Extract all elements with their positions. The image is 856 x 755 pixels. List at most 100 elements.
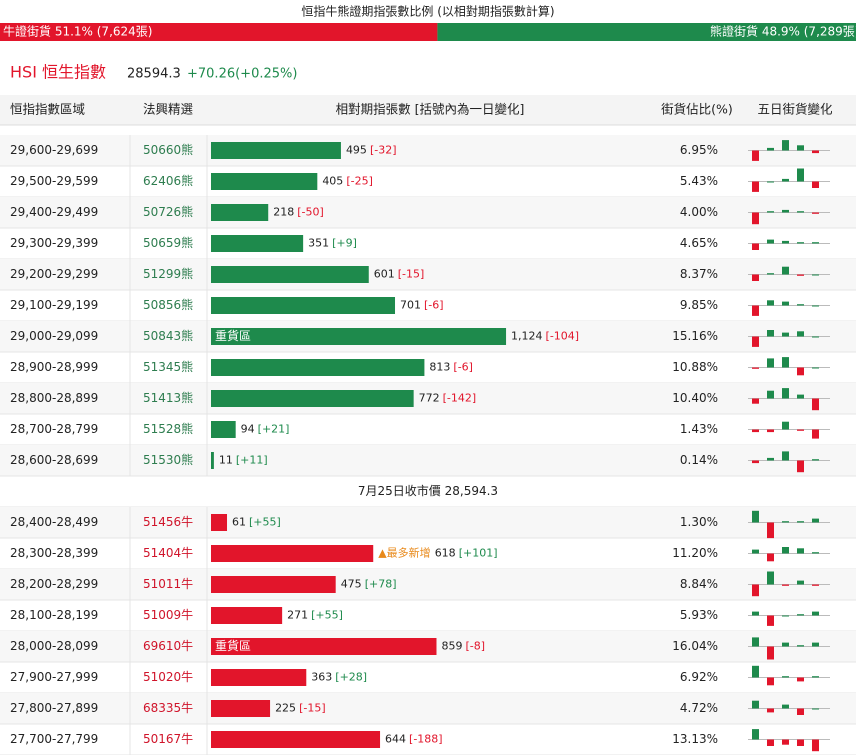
mini-bar <box>812 611 819 616</box>
count-bar <box>211 390 414 407</box>
index-price: 28594.3 <box>127 67 181 82</box>
change-label: [+11] <box>236 454 268 467</box>
mini-bar <box>812 552 819 554</box>
bar-note: 重貨區 <box>215 328 251 343</box>
share-pct: 13.13% <box>672 732 718 746</box>
mini-bar <box>767 553 774 562</box>
code: 51345熊 <box>143 359 193 374</box>
mini-bar <box>797 331 804 337</box>
ratio-title: 恒指牛熊證期指張數比例 (以相對期指張數計算) <box>301 4 554 19</box>
mini-bar <box>797 548 804 554</box>
share-pct: 9.85% <box>680 298 718 312</box>
change-label: [-50] <box>297 206 324 219</box>
share-pct: 1.30% <box>680 515 718 529</box>
mini-bar <box>797 211 804 213</box>
share-pct: 4.65% <box>680 236 718 250</box>
mini-bar <box>782 388 789 399</box>
mini-bar <box>752 181 759 192</box>
change-label: [-8] <box>465 640 485 653</box>
mini-bar <box>812 181 819 188</box>
mini-bar <box>797 645 804 647</box>
code: 50856熊 <box>143 297 193 312</box>
range: 28,400-28,499 <box>10 515 98 529</box>
mini-bar <box>782 357 789 368</box>
row-bg <box>0 445 856 476</box>
column-header: 相對期指張數 [括號內為一日變化] <box>336 102 525 117</box>
mini-bar <box>767 571 774 585</box>
mini-bar <box>752 429 759 433</box>
share-pct: 11.20% <box>672 546 718 560</box>
change-label: [+55] <box>311 609 343 622</box>
bear-ratio-bar <box>437 23 856 41</box>
code: 51404牛 <box>143 545 193 560</box>
code: 69610牛 <box>143 638 193 653</box>
code: 68335牛 <box>143 700 193 715</box>
column-header: 恒指指數區域 <box>10 102 85 117</box>
row-bg <box>0 383 856 414</box>
code: 50659熊 <box>143 235 193 250</box>
mini-bar <box>812 739 819 752</box>
share-pct: 10.40% <box>672 391 718 405</box>
mini-bar <box>782 451 789 461</box>
mini-bar <box>797 614 804 616</box>
count-bar <box>211 359 425 376</box>
count-label: 1,124 <box>511 330 543 343</box>
count-bar <box>211 669 307 686</box>
mini-bar <box>812 459 819 461</box>
mini-bar <box>782 209 789 213</box>
mini-bar <box>812 429 819 439</box>
mini-bar <box>782 642 789 647</box>
index-name: HSI 恒生指數 <box>10 63 106 82</box>
change-label: [+28] <box>335 671 367 684</box>
mini-bar <box>767 615 774 626</box>
mini-bar <box>797 168 804 182</box>
count-label: 813 <box>429 361 450 374</box>
mini-bar <box>767 273 774 275</box>
change-label: [-15] <box>398 268 425 281</box>
mini-bar <box>752 549 759 554</box>
range: 28,800-28,899 <box>10 391 98 405</box>
mini-bar <box>812 676 819 678</box>
mini-bar <box>752 460 759 464</box>
mini-bar <box>752 584 759 597</box>
change-label: [+9] <box>332 237 357 250</box>
code: 62406熊 <box>143 173 193 188</box>
share-pct: 6.92% <box>680 670 718 684</box>
count-bar <box>211 173 318 190</box>
mini-bar <box>782 615 789 617</box>
mini-bar <box>767 300 774 306</box>
share-pct: 5.43% <box>680 174 718 188</box>
mini-bar <box>797 460 804 473</box>
count-bar <box>211 421 236 438</box>
code: 50726熊 <box>143 204 193 219</box>
change-label: [-25] <box>346 175 373 188</box>
change-label: [+55] <box>249 516 281 529</box>
change-label: [+101] <box>459 547 498 560</box>
mini-bar <box>782 240 789 244</box>
mini-bar <box>752 274 759 281</box>
range: 27,900-27,999 <box>10 670 98 684</box>
row-bg <box>0 569 856 600</box>
count-label: 61 <box>232 516 246 529</box>
mini-bar <box>782 332 789 337</box>
count-bar <box>211 545 374 562</box>
mini-bar <box>812 642 819 647</box>
code: 50660熊 <box>143 142 193 157</box>
count-bar <box>211 142 341 159</box>
change-label: [-15] <box>299 702 326 715</box>
mini-bar <box>752 212 759 225</box>
count-label: 363 <box>311 671 332 684</box>
share-pct: 5.93% <box>680 608 718 622</box>
count-label: 701 <box>400 299 421 312</box>
share-pct: 10.88% <box>672 360 718 374</box>
count-bar <box>211 638 437 655</box>
count-bar <box>211 731 381 748</box>
mini-bar <box>752 336 759 347</box>
mini-bar <box>812 305 819 307</box>
mini-bar <box>782 739 789 745</box>
index-change: +70.26(+0.25%) <box>187 67 297 82</box>
range: 29,200-29,299 <box>10 267 98 281</box>
code: 51020牛 <box>143 669 193 684</box>
mini-bar <box>752 700 759 709</box>
change-label: [+78] <box>365 578 397 591</box>
